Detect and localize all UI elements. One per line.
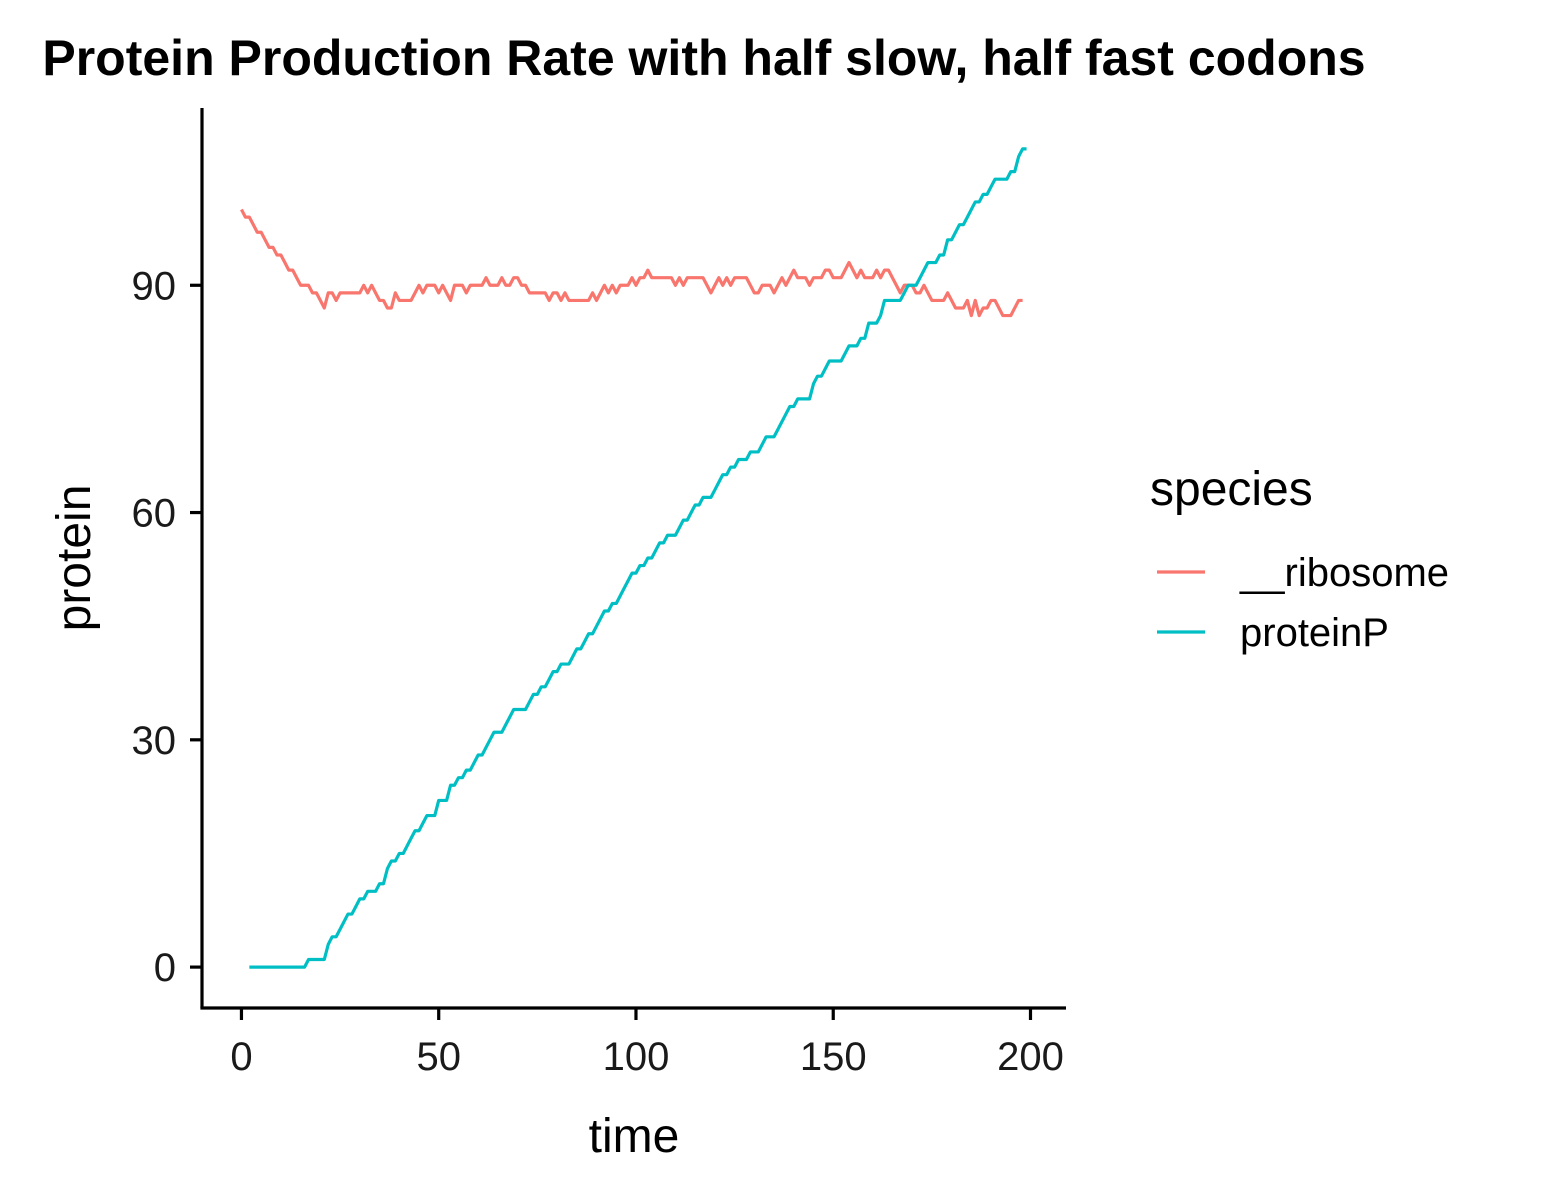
legend-label: proteinP bbox=[1240, 611, 1389, 655]
y-axis-ticks: 0 30 60 90 bbox=[132, 264, 202, 990]
y-tick-label: 90 bbox=[132, 264, 177, 308]
x-tick-label: 150 bbox=[800, 1035, 867, 1079]
legend: species __ribosome proteinP bbox=[1150, 463, 1449, 655]
y-axis-title: protein bbox=[48, 485, 101, 632]
series-line-proteinp bbox=[249, 147, 1027, 969]
x-tick-label: 50 bbox=[416, 1035, 461, 1079]
legend-label: __ribosome bbox=[1239, 551, 1449, 595]
series-layer bbox=[240, 147, 1027, 969]
x-tick-label: 200 bbox=[997, 1035, 1064, 1079]
x-axis-ticks: 0 50 100 150 200 bbox=[230, 1008, 1064, 1079]
legend-items: __ribosome proteinP bbox=[1157, 551, 1449, 655]
y-tick-label: 60 bbox=[132, 492, 177, 536]
x-axis-title: time bbox=[589, 1110, 680, 1163]
x-tick-label: 0 bbox=[230, 1035, 252, 1079]
chart-title: Protein Production Rate with half slow, … bbox=[42, 30, 1365, 86]
y-tick-label: 0 bbox=[154, 946, 176, 990]
y-tick-label: 30 bbox=[132, 719, 177, 763]
series-line-ribosome bbox=[240, 208, 1023, 318]
legend-title: species bbox=[1150, 463, 1313, 516]
x-tick-label: 100 bbox=[603, 1035, 670, 1079]
